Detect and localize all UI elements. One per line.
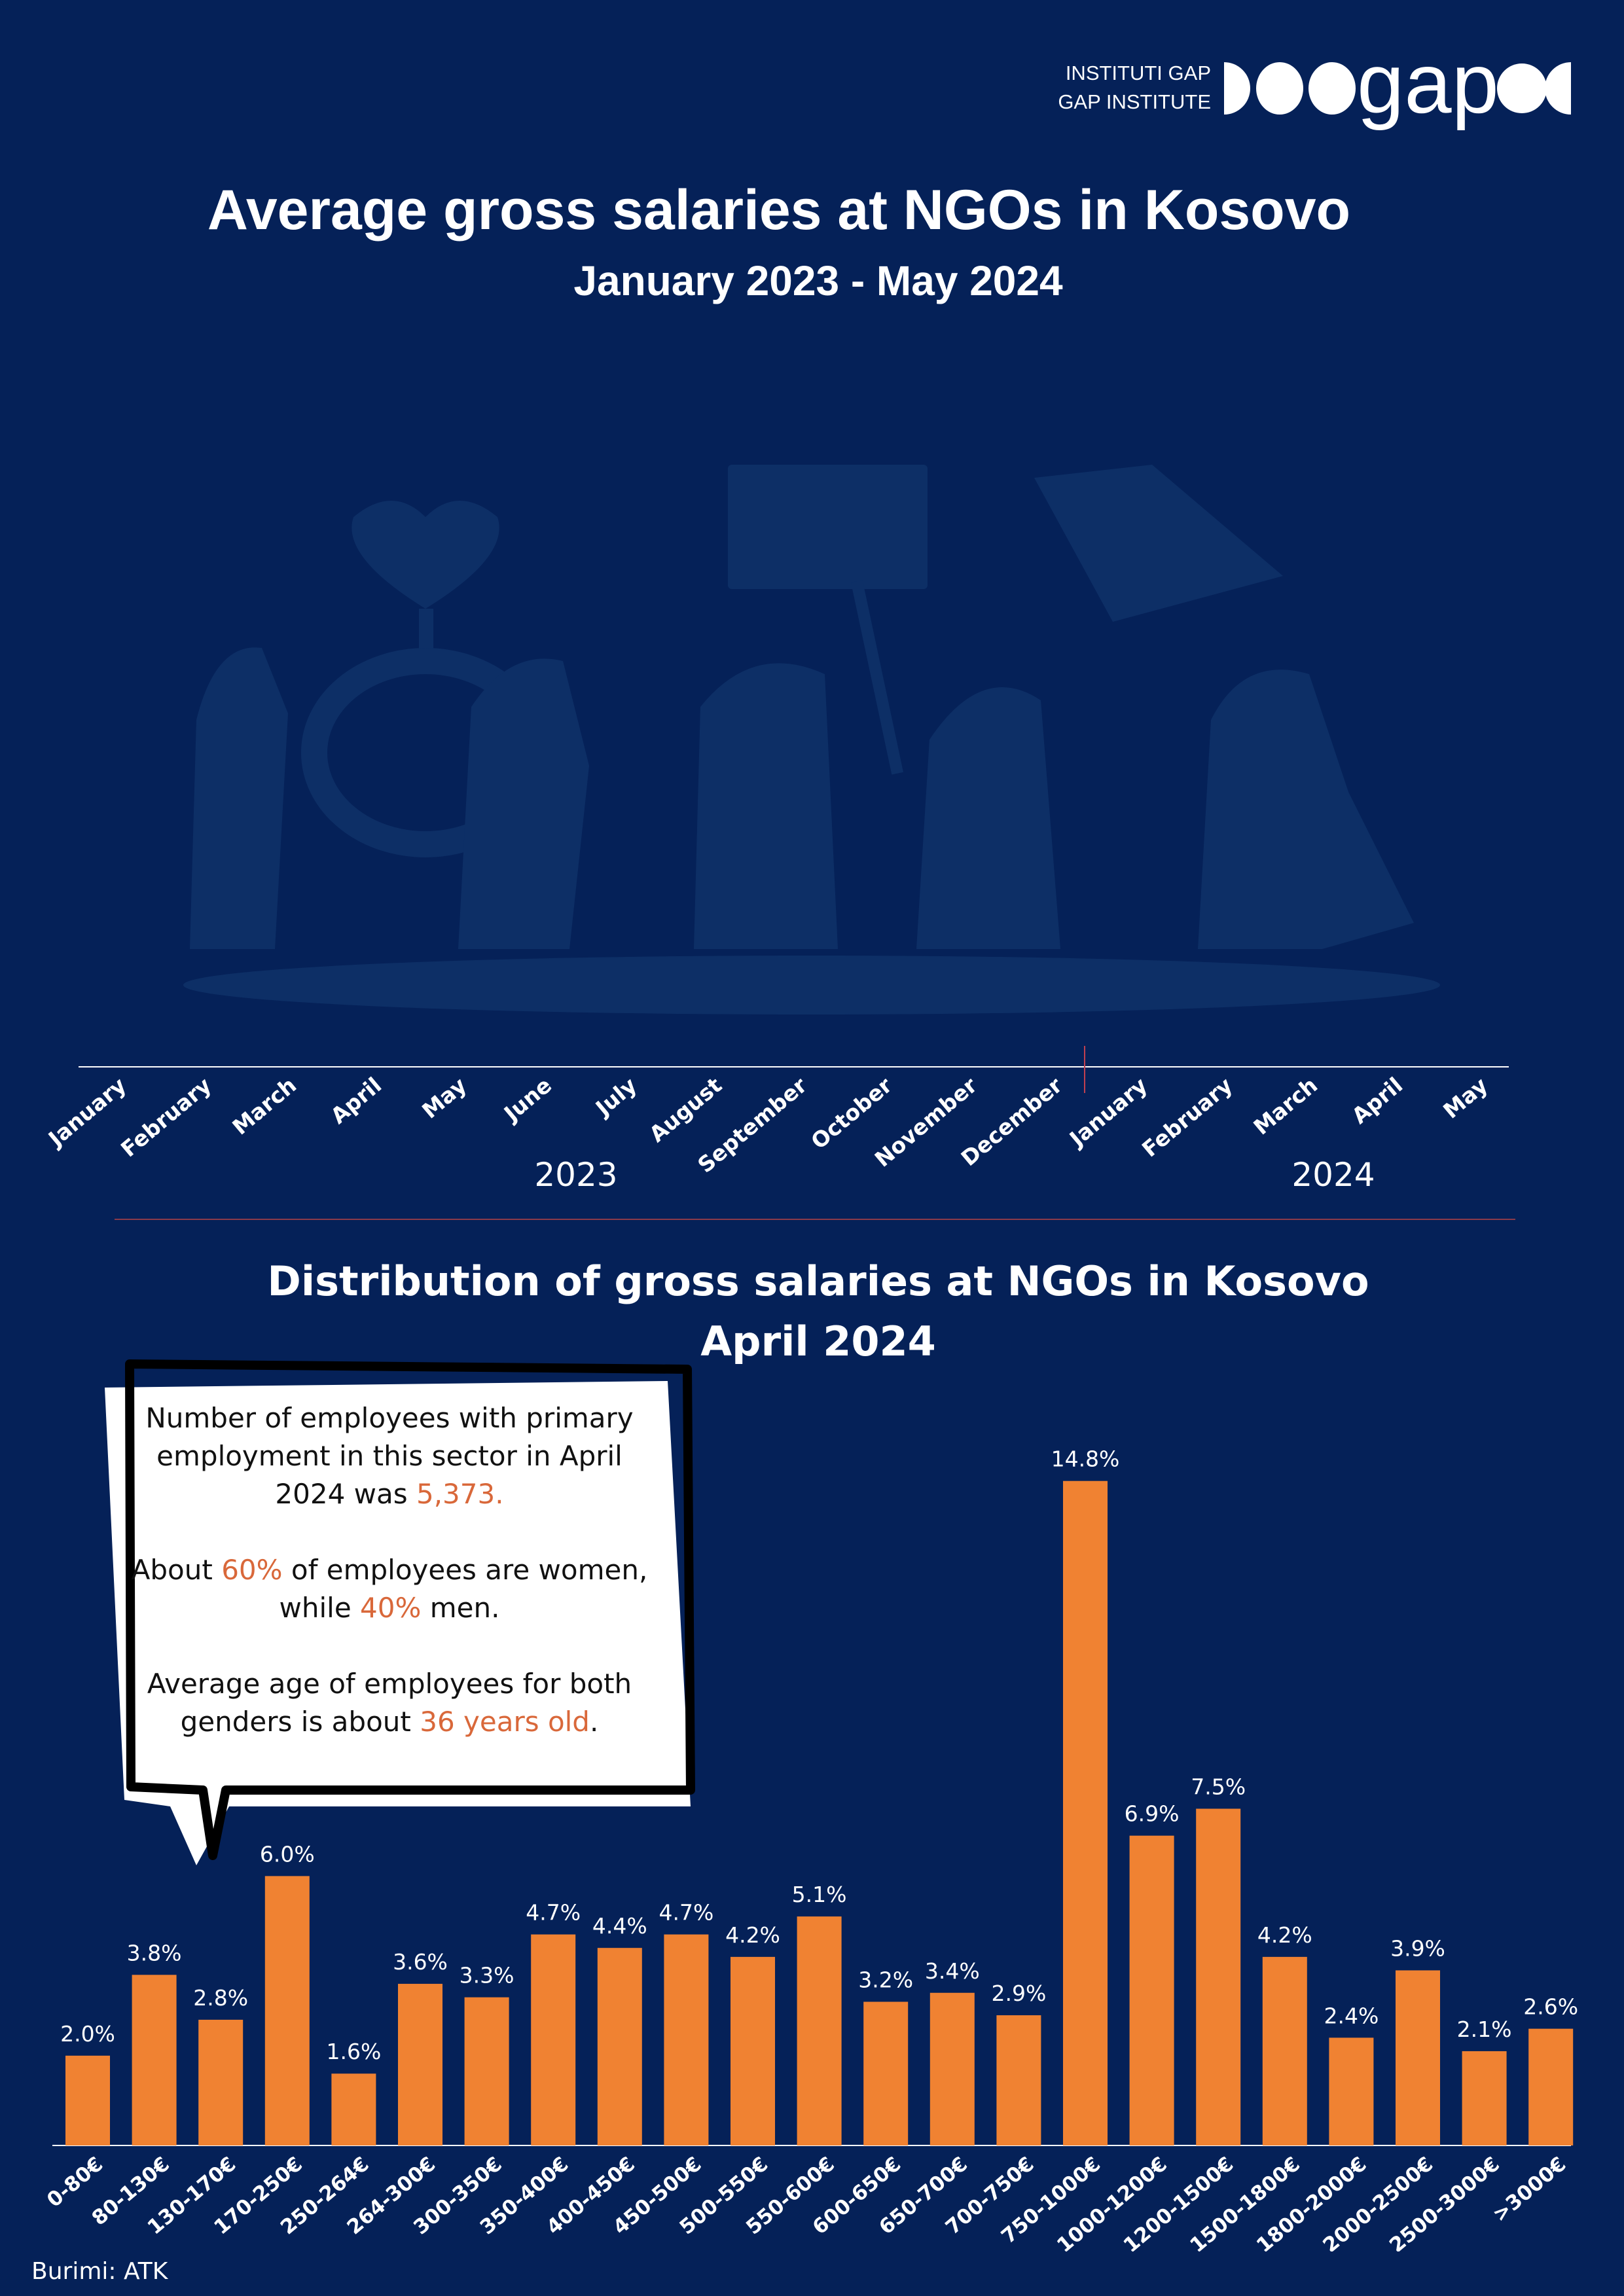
- salary-line-chart: 860 €830 €826 €844 €853 €854 €851 €874 €…: [43, 465, 1509, 1194]
- average-age-text: Average age of employees for both gender…: [147, 1668, 632, 1738]
- bar-value-label: 4.7%: [526, 1900, 581, 1926]
- bar-value-label: 14.8%: [1051, 1446, 1120, 1472]
- salary-bin-label: >3000€: [1489, 2153, 1571, 2227]
- bar-value-label: 2.8%: [193, 1985, 248, 2011]
- month-label: July: [590, 1072, 641, 1121]
- bar: [531, 1934, 576, 2145]
- bar: [1329, 2037, 1374, 2145]
- bar-value-label: 7.5%: [1191, 1774, 1246, 1800]
- employees-count-value: 5,373.: [416, 1478, 504, 1510]
- month-label: February: [116, 1072, 216, 1162]
- bar: [731, 1956, 775, 2145]
- month-label: May: [1438, 1072, 1492, 1123]
- bar: [597, 1948, 642, 2145]
- info-bubble-text: Number of employees with primary employm…: [131, 1399, 648, 1779]
- bar-value-label: 2.9%: [991, 1981, 1046, 2006]
- background-illustration: [183, 465, 1440, 1014]
- bar-value-label: 3.6%: [393, 1949, 448, 1975]
- bar: [664, 1934, 709, 2145]
- bars: [65, 1480, 1574, 2145]
- bar: [1196, 1808, 1241, 2145]
- bar: [1396, 1970, 1440, 2145]
- bar-value-label: 4.4%: [592, 1913, 647, 1939]
- month-label: April: [326, 1072, 387, 1128]
- average-age-value: 36 years old: [420, 1706, 590, 1738]
- bar-value-label: 6.0%: [260, 1841, 315, 1867]
- month-label: May: [417, 1072, 471, 1123]
- salary-distribution-bar-chart: 2.0% 3.8% 2.8% 6.0% 1.6% 3.6% 3.3% 4.7% 4.4% 4.7%…: [43, 1446, 1578, 2251]
- bar: [929, 1992, 975, 2145]
- bar-value-label: 5.1%: [792, 1882, 847, 1907]
- bar-value-label: 2.4%: [1324, 2003, 1379, 2028]
- bar: [1462, 2051, 1507, 2145]
- bar: [1262, 1956, 1307, 2145]
- bar-value-label: 2.1%: [1457, 2017, 1512, 2042]
- logo-line-2: GAP INSTITUTE: [1058, 90, 1211, 113]
- month-label: March: [1248, 1072, 1322, 1139]
- bar-value-label: 2.0%: [60, 2021, 115, 2047]
- bar-value-label: 6.9%: [1125, 1801, 1180, 1827]
- salary-bin-labels: 0-80€80-130€130-170€170-250€250-264€264-…: [43, 2153, 1570, 2251]
- men-share-value: 40%: [360, 1592, 422, 1624]
- bar: [398, 1984, 442, 2145]
- bar-value-label: 3.9%: [1390, 1935, 1445, 1961]
- bar-value-label: 4.2%: [725, 1922, 780, 1948]
- month-label: June: [498, 1072, 556, 1127]
- gender-share-text: About 60% of employees are women, while …: [131, 1554, 648, 1624]
- salary-bin-label: 2500-3000€: [1385, 2153, 1504, 2251]
- distribution-title-line-2: April 2024: [700, 1318, 936, 1365]
- distribution-title-line-1: Distribution of gross salaries at NGOs i…: [267, 1257, 1369, 1305]
- logo-text: INSTITUTI GAP GAP INSTITUTE: [1008, 59, 1211, 117]
- year-label-2024: 2024: [1291, 1156, 1375, 1194]
- speech-bubble-icon: [105, 1359, 695, 1865]
- bar: [1129, 1835, 1174, 2145]
- employees-count-text: Number of employees with primary employm…: [145, 1402, 634, 1510]
- month-label: February: [1137, 1072, 1237, 1162]
- source-note: Burimi: ATK: [31, 2258, 168, 2285]
- bar: [1528, 2028, 1574, 2145]
- bar: [65, 2055, 110, 2145]
- bar-value-label: 3.2%: [858, 1967, 913, 1992]
- gap-logo-icon: gap: [1224, 52, 1571, 131]
- bar-value-label: 3.3%: [460, 1963, 514, 1988]
- month-label: March: [227, 1072, 301, 1139]
- bar-value-label: 4.7%: [659, 1900, 713, 1926]
- women-share-value: 60%: [221, 1554, 283, 1586]
- bar: [797, 1916, 842, 2145]
- bar: [863, 2001, 909, 2145]
- section-divider: [115, 1219, 1515, 1220]
- bar-value-label: 3.4%: [925, 1958, 980, 1984]
- distribution-title: Distribution of gross salaries at NGOs i…: [0, 1251, 1624, 1372]
- bar-value-label: 1.6%: [326, 2039, 381, 2064]
- logo-line-1: INSTITUTI GAP: [1065, 62, 1211, 84]
- month-label: April: [1347, 1072, 1408, 1128]
- bar: [996, 2015, 1041, 2145]
- bar: [264, 1876, 310, 2145]
- bar: [1063, 1480, 1108, 2145]
- bar-value-label: 3.8%: [127, 1940, 182, 1965]
- chart-subtitle: January 2023 - May 2024: [573, 257, 1063, 304]
- month-label: August: [644, 1072, 727, 1147]
- bar-value-label: 4.2%: [1257, 1922, 1312, 1948]
- logo-wordmark: gap: [1357, 52, 1499, 131]
- chart-title: Average gross salaries at NGOs in Kosovo: [207, 179, 1351, 242]
- bar: [464, 1997, 509, 2145]
- bar: [132, 1975, 177, 2145]
- bar-value-labels: 2.0% 3.8% 2.8% 6.0% 1.6% 3.6% 3.3% 4.7% 4.4% 4.7%…: [60, 1446, 1578, 2065]
- bar: [198, 2019, 244, 2145]
- year-label-2023: 2023: [534, 1156, 617, 1194]
- bar: [331, 2073, 376, 2145]
- bar-value-label: 2.6%: [1523, 1994, 1578, 2020]
